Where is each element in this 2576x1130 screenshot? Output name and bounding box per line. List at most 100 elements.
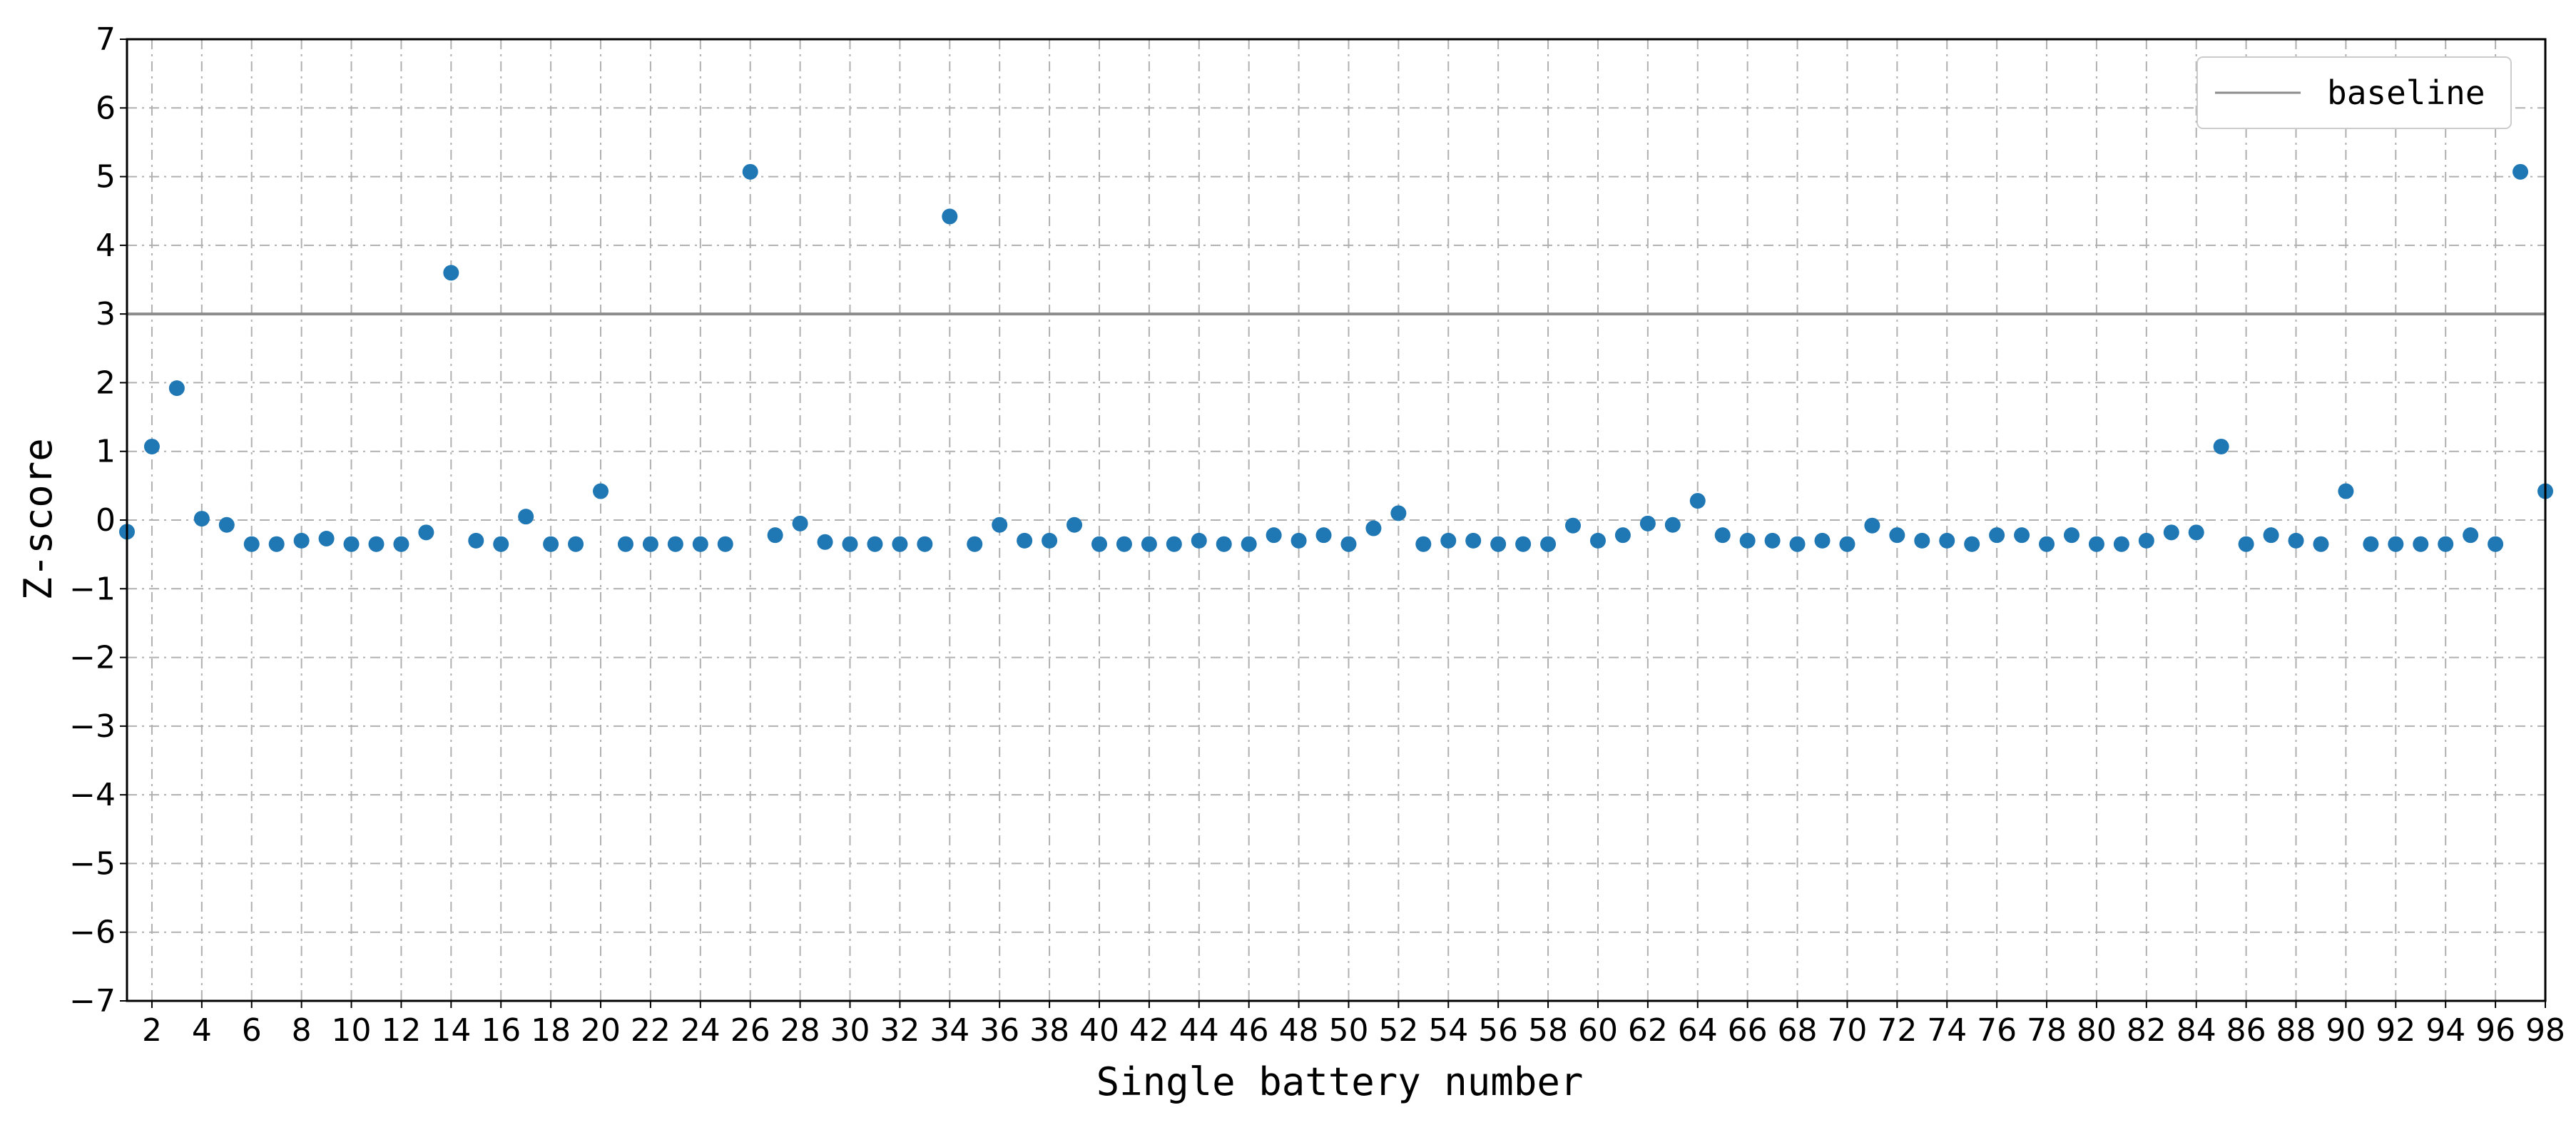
y-tick-label: 7	[96, 21, 116, 58]
data-point	[992, 516, 1008, 533]
data-point	[1116, 536, 1132, 552]
data-point	[218, 516, 235, 533]
x-tick-label: 50	[1328, 1012, 1368, 1049]
data-point	[1315, 527, 1332, 544]
x-tick-label: 28	[780, 1012, 820, 1049]
data-point	[2063, 527, 2079, 544]
data-point	[1440, 532, 1457, 549]
data-point	[1864, 517, 1880, 534]
data-point	[1365, 520, 1382, 536]
data-point	[2513, 163, 2529, 180]
data-point	[2438, 536, 2454, 552]
data-point	[493, 536, 509, 552]
data-point	[692, 536, 708, 552]
x-tick-label: 72	[1877, 1012, 1917, 1049]
data-point	[243, 536, 260, 552]
data-point	[1290, 532, 1307, 549]
data-point	[1515, 536, 1532, 552]
y-tick-label: 6	[96, 90, 116, 126]
data-point	[2288, 532, 2304, 549]
data-point	[443, 265, 459, 281]
data-point	[1066, 516, 1083, 533]
y-tick-label: 1	[96, 434, 116, 470]
x-tick-label: 6	[242, 1012, 262, 1049]
x-tick-label: 84	[2177, 1012, 2216, 1049]
y-axis-ticks: −7 −6 −5 −4 −3 −2 −1 0 1 2 3 4 5 6 7	[69, 21, 127, 1019]
x-tick-label: 92	[2376, 1012, 2415, 1049]
data-point	[168, 380, 185, 397]
x-tick-label: 54	[1428, 1012, 1468, 1049]
y-tick-label: 5	[96, 159, 116, 195]
data-point	[568, 536, 584, 552]
x-tick-label: 26	[730, 1012, 770, 1049]
x-tick-label: 64	[1678, 1012, 1718, 1049]
x-tick-label: 32	[880, 1012, 920, 1049]
y-tick-label: 0	[96, 502, 116, 539]
x-tick-label: 12	[381, 1012, 421, 1049]
x-tick-label: 38	[1029, 1012, 1069, 1049]
y-tick-label: 4	[96, 228, 116, 264]
y-tick-label: 2	[96, 365, 116, 401]
data-point	[268, 536, 285, 552]
y-tick-label: −5	[69, 845, 116, 882]
x-tick-label: 24	[681, 1012, 721, 1049]
x-tick-label: 68	[1778, 1012, 1818, 1049]
data-point	[1166, 536, 1182, 552]
data-point	[2488, 536, 2504, 552]
data-point	[1789, 536, 1806, 552]
data-point	[1465, 532, 1482, 549]
data-point	[2463, 527, 2479, 544]
y-tick-label: −6	[69, 915, 116, 951]
data-point	[742, 163, 758, 180]
y-axis-title: Z-score	[16, 438, 61, 601]
x-tick-label: 10	[332, 1012, 372, 1049]
x-tick-label: 2	[142, 1012, 162, 1049]
x-tick-label: 86	[2226, 1012, 2266, 1049]
data-point	[468, 532, 484, 549]
data-point	[1614, 527, 1631, 544]
data-point	[418, 524, 434, 541]
x-tick-label: 34	[930, 1012, 969, 1049]
data-point	[1764, 532, 1781, 549]
data-point	[1889, 527, 1905, 544]
x-tick-label: 30	[830, 1012, 870, 1049]
data-point	[343, 536, 360, 552]
x-tick-label: 74	[1927, 1012, 1967, 1049]
data-point	[593, 483, 609, 499]
data-point	[2163, 524, 2179, 541]
x-tick-label: 8	[292, 1012, 312, 1049]
data-point	[1017, 532, 1033, 549]
x-tick-label: 22	[631, 1012, 671, 1049]
x-tick-label: 94	[2425, 1012, 2465, 1049]
x-tick-label: 66	[1728, 1012, 1768, 1049]
x-tick-label: 78	[2027, 1012, 2067, 1049]
data-point	[2388, 536, 2404, 552]
data-point	[1689, 493, 1706, 509]
data-point	[2039, 536, 2055, 552]
data-point	[2138, 532, 2154, 549]
data-point	[318, 530, 335, 546]
data-point	[842, 536, 858, 552]
x-tick-label: 56	[1478, 1012, 1518, 1049]
y-tick-label: −3	[69, 708, 116, 745]
data-point	[1340, 536, 1357, 552]
x-tick-label: 20	[581, 1012, 621, 1049]
data-point	[917, 536, 933, 552]
data-point	[2313, 536, 2329, 552]
data-point	[1241, 536, 1257, 552]
x-tick-label: 58	[1528, 1012, 1568, 1049]
x-tick-label: 48	[1279, 1012, 1319, 1049]
data-point	[1714, 527, 1731, 544]
data-point	[393, 536, 409, 552]
data-point	[143, 438, 160, 454]
data-point	[867, 536, 883, 552]
data-point	[942, 208, 958, 225]
data-point	[1589, 532, 1606, 549]
data-point	[967, 536, 983, 552]
data-point	[2263, 527, 2279, 544]
x-tick-label: 40	[1079, 1012, 1119, 1049]
legend: baseline	[2196, 56, 2512, 129]
data-point	[1914, 532, 1930, 549]
data-point	[368, 536, 385, 552]
